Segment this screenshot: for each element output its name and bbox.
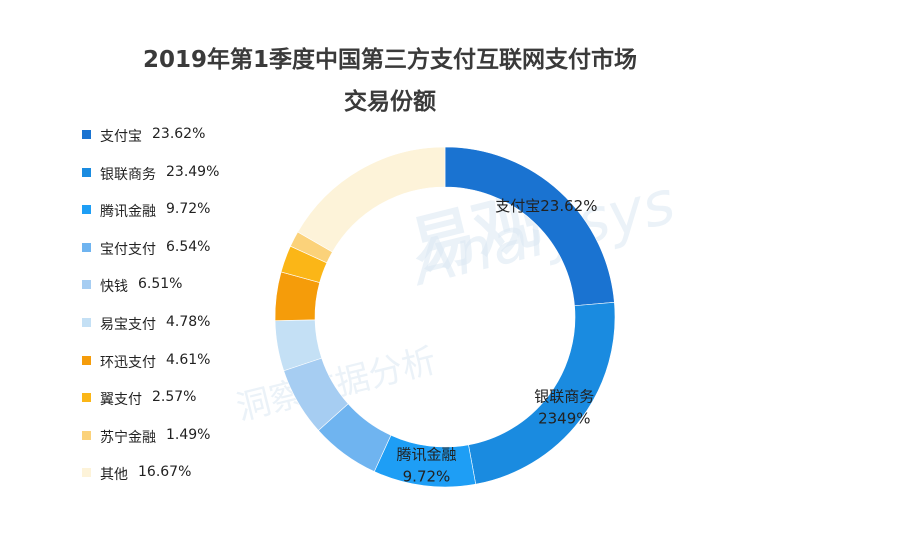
legend-swatch [82,205,91,215]
legend-swatch [82,130,91,139]
legend-swatch [82,430,91,440]
legend-item: 环迅支付 4.61% [82,352,219,390]
legend-item: 宝付支付 6.54% [82,239,219,277]
legend-label: 支付宝 [100,129,142,145]
legend-swatch [82,468,91,478]
legend-value: 4.61% [166,351,211,368]
legend-label: 苏宁金融 [100,429,156,446]
chart-legend: 支付宝 23.62% 银联商务 23.49% 腾讯金融 9.72% 宝付支付 6.54% 快钱 6… [82,126,219,502]
legend-label: 易宝支付 [100,316,156,333]
legend-value: 23.49% [166,163,220,180]
legend-item: 腾讯金融 9.72% [82,201,219,239]
legend-label: 翼支付 [100,392,142,409]
legend-label: 环迅支付 [100,354,156,371]
legend-value: 2.57% [152,389,197,406]
legend-label: 银联商务 [100,166,156,183]
legend-swatch [82,242,91,252]
data-label-3-line-2: 2349% [538,409,590,427]
legend-value: 4.78% [166,313,211,330]
legend-label: 腾讯金融 [100,204,156,221]
legend-item: 易宝支付 4.78% [82,314,219,352]
legend-value: 1.49% [166,426,211,443]
chart-title-line2: 交易份额 [344,89,436,115]
legend-value: 16.67% [138,464,192,481]
donut-slice-10 [297,146,446,253]
data-label-3-line-1: 银联商务 [534,387,594,405]
legend-swatch [82,317,91,327]
legend-item: 其他 16.67% [82,464,219,502]
legend-value: 23.62% [152,126,206,142]
legend-label: 其他 [100,467,128,484]
legend-item: 快钱 6.51% [82,276,219,314]
legend-item: 翼支付 2.57% [82,389,219,427]
chart-title-line1: 2019年第1季度中国第三方支付互联网支付市场 [142,47,638,73]
legend-swatch [82,280,91,290]
legend-value: 6.54% [166,238,211,255]
donut-data-labels: 支付宝23.62% 腾讯金融 9.72% 银联商务 2349% [396,197,597,485]
legend-value: 6.51% [138,276,183,293]
legend-label: 宝付支付 [100,241,156,258]
donut-slices [274,146,616,488]
legend-item: 苏宁金融 1.49% [82,427,219,465]
legend-label: 快钱 [100,279,128,296]
legend-swatch [82,393,91,403]
legend-value: 9.72% [166,201,211,218]
data-label-2-line-2: 9.72% [403,467,451,485]
legend-swatch [82,355,91,365]
data-label-2-line-1: 腾讯金融 [396,445,456,463]
legend-item: 银联商务 23.49% [82,164,219,202]
legend-item: 支付宝 23.62% [82,126,219,164]
legend-swatch [82,167,91,177]
data-label-1-line-1: 支付宝23.62% [495,197,597,215]
